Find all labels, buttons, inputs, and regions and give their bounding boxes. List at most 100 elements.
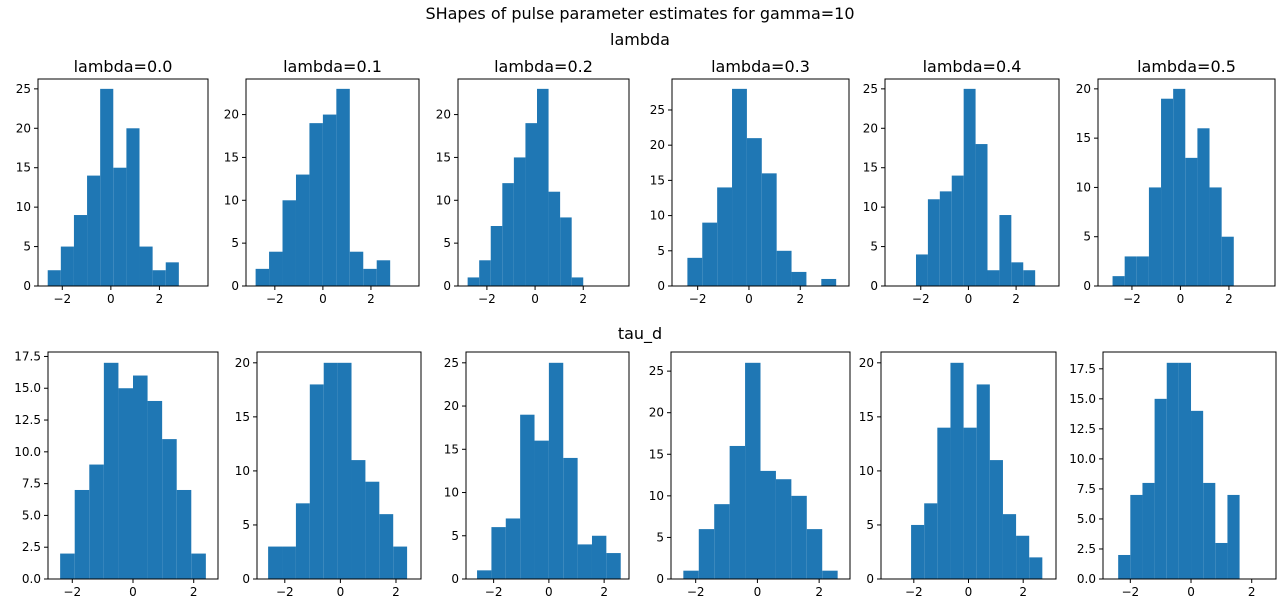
x-tick-label: −2: [478, 292, 496, 306]
row-title-lambda: lambda: [610, 30, 670, 49]
y-tick-label: 5: [451, 529, 459, 543]
histogram-bar-8: [1215, 542, 1228, 579]
histogram-bar-7: [349, 251, 364, 286]
histogram-bar-3: [87, 175, 101, 286]
y-tick-label: 0.0: [1077, 572, 1096, 586]
y-tick-label: 2.5: [22, 540, 41, 554]
y-tick-label: 10: [16, 200, 31, 214]
histogram-bar-4: [746, 138, 762, 286]
y-tick-label: 5: [23, 240, 31, 254]
histogram-bar-9: [1221, 236, 1234, 286]
histogram-bar-0: [60, 553, 75, 579]
histogram-bar-3: [729, 445, 746, 579]
histogram-bar-1: [1124, 256, 1137, 286]
histogram-bar-2: [490, 226, 503, 286]
x-tick-label: 0: [754, 585, 762, 599]
y-tick-label: 20: [235, 356, 250, 370]
histogram-bar-5: [1173, 88, 1186, 286]
y-tick-label: 0: [451, 572, 459, 586]
histogram-bar-5: [337, 362, 352, 579]
histogram-bar-3: [951, 175, 964, 286]
x-tick-label: −2: [266, 292, 284, 306]
x-tick-label: 2: [156, 292, 164, 306]
histogram-bar-9: [1029, 557, 1043, 579]
histogram-bar-4: [745, 362, 761, 579]
y-tick-label: 0: [657, 279, 665, 293]
y-tick-label: 10.0: [14, 445, 41, 459]
histogram-bar-6: [147, 400, 163, 579]
histogram-bar-6: [775, 479, 792, 579]
histogram-bar-2: [1142, 482, 1155, 579]
y-tick-label: 15: [859, 410, 874, 424]
histogram-bar-8: [806, 529, 823, 579]
x-tick-label: 0: [107, 292, 115, 306]
y-tick-label: 20: [16, 121, 31, 135]
x-tick-label: 2: [815, 585, 823, 599]
y-tick-label: 20: [859, 356, 874, 370]
histogram-panel-r1-c5: −2 0 2 0.0 2.5 5.0 7.5 10.0 12.5 15.0 17.5: [1069, 351, 1277, 599]
y-tick-label: 15: [224, 150, 239, 164]
x-tick-label: 2: [367, 292, 375, 306]
histogram-bar-4: [513, 157, 526, 286]
row-title-tau-d: tau_d: [618, 324, 662, 344]
y-tick-label: 10: [650, 209, 665, 223]
y-tick-label: 15: [235, 410, 250, 424]
histogram-bar-9: [165, 262, 179, 286]
y-tick-label: 15.0: [1069, 392, 1096, 406]
y-tick-label: 25: [16, 82, 31, 96]
histogram-bar-5: [976, 384, 990, 579]
x-tick-label: 0: [1177, 292, 1185, 306]
histogram-bar-2: [89, 464, 104, 579]
y-tick-label: 5: [657, 244, 665, 258]
histogram-bar-2: [939, 191, 952, 286]
y-tick-label: 15: [650, 173, 665, 187]
histogram-bar-3: [1148, 187, 1162, 286]
axes-frame: [465, 351, 630, 580]
histogram-bar-1: [1130, 494, 1143, 579]
x-tick-label: 0: [337, 585, 345, 599]
axes-frame: [245, 78, 420, 287]
histogram-bar-9: [822, 570, 838, 579]
histogram-bar-7: [365, 481, 380, 579]
histogram-bar-9: [393, 546, 408, 579]
histogram-bar-3: [502, 183, 514, 286]
histogram-bar-6: [351, 460, 366, 579]
histogram-panel-r1-c0: −2 0 2 0.0 2.5 5.0 7.5 10.0 12.5 15.0 17.5: [14, 349, 219, 599]
x-tick-label: −2: [1121, 585, 1139, 599]
axes-frame: [37, 78, 209, 287]
histogram-bar-1: [269, 251, 283, 286]
histogram-bar-7: [1197, 128, 1210, 286]
y-tick-label: 20: [1076, 82, 1091, 96]
x-tick-label: 2: [1225, 292, 1233, 306]
y-tick-label: 17.5: [1069, 362, 1096, 376]
histogram-bar-2: [282, 200, 296, 286]
y-tick-label: 10: [1076, 180, 1091, 194]
histogram-bar-9: [571, 277, 584, 286]
histogram-bar-9: [606, 553, 621, 579]
x-tick-label: 0: [965, 585, 973, 599]
histogram-bar-1: [927, 199, 940, 286]
histogram-bar-0: [1112, 276, 1125, 286]
x-tick-label: 2: [1012, 292, 1020, 306]
y-tick-label: 20: [863, 121, 878, 135]
histogram-bar-4: [118, 388, 133, 579]
y-tick-label: 0: [443, 279, 451, 293]
x-tick-label: 0: [129, 585, 137, 599]
histogram-bar-4: [323, 362, 338, 579]
y-tick-label: 5: [656, 530, 664, 544]
y-tick-label: 20: [650, 138, 665, 152]
histogram-bar-8: [1209, 187, 1222, 286]
histogram-bar-5: [760, 470, 776, 579]
histogram-bar-9: [1023, 270, 1036, 286]
y-tick-label: 15: [1076, 131, 1091, 145]
y-tick-label: 5: [1083, 230, 1091, 244]
histogram-bar-0: [687, 257, 703, 286]
histogram-bar-7: [791, 495, 807, 579]
